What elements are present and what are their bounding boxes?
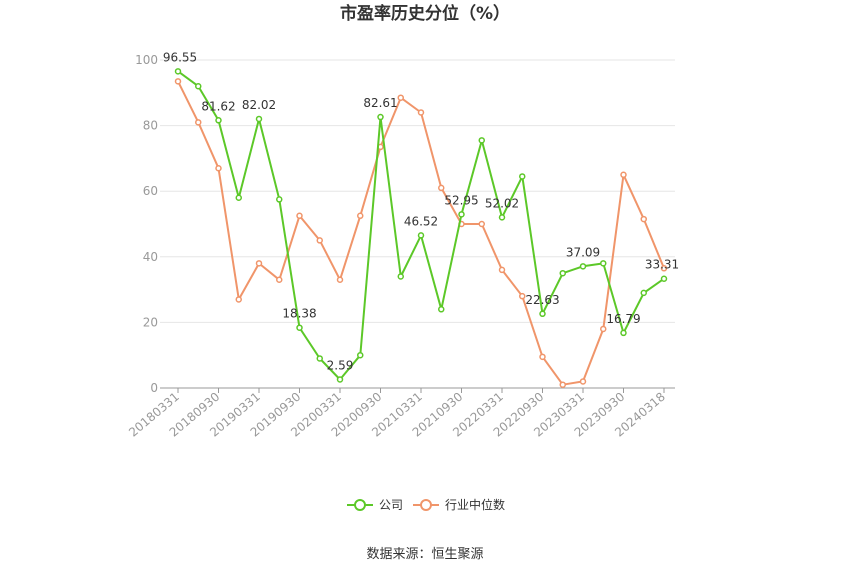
- data-label: 46.52: [404, 214, 438, 228]
- series-1-point[interactable]: [397, 94, 404, 101]
- y-tick-label: 100: [135, 53, 158, 67]
- data-label: 52.95: [444, 193, 478, 207]
- data-label: 2.59: [327, 359, 354, 373]
- legend-company-label: 公司: [379, 498, 403, 512]
- series-0-point[interactable]: [357, 351, 364, 359]
- series-0-point[interactable]: [620, 329, 627, 337]
- series-0-point[interactable]: [316, 355, 323, 362]
- data-label: 22.63: [525, 293, 559, 307]
- series-1-point[interactable]: [519, 292, 526, 300]
- series-1-point[interactable]: [255, 260, 263, 267]
- data-label: 96.55: [163, 50, 197, 64]
- series-1-point[interactable]: [276, 276, 283, 284]
- data-label: 82.61: [363, 96, 397, 110]
- series-1-point[interactable]: [600, 325, 607, 333]
- series-1-point[interactable]: [357, 212, 364, 220]
- series-0-point[interactable]: [235, 194, 242, 202]
- y-tick-label: 0: [150, 381, 158, 395]
- data-label: 18.38: [282, 307, 316, 321]
- series-1-point[interactable]: [620, 171, 627, 179]
- series-1-point[interactable]: [579, 378, 587, 385]
- series-0-point[interactable]: [276, 196, 283, 203]
- chart-title: 市盈率历史分位（%）: [340, 3, 510, 24]
- series-0-point[interactable]: [458, 211, 465, 218]
- series-0-point[interactable]: [397, 273, 404, 280]
- legend-company-marker-icon: [354, 499, 366, 511]
- series-0-point[interactable]: [195, 82, 202, 90]
- series-1-point[interactable]: [336, 276, 344, 284]
- series-0-point[interactable]: [579, 263, 587, 270]
- legend-item-company[interactable]: 公司: [347, 498, 403, 512]
- gridlines: [160, 59, 675, 323]
- series-1-point[interactable]: [640, 215, 647, 223]
- series-0-point[interactable]: [519, 173, 526, 180]
- data-source: 数据来源：恒生聚源: [366, 547, 483, 562]
- series-1-point[interactable]: [559, 381, 566, 388]
- x-axis: 2018033120180930201903312019093020200331…: [126, 387, 675, 440]
- y-tick-label: 80: [143, 119, 158, 133]
- series-1-point[interactable]: [417, 109, 425, 116]
- series-1-point[interactable]: [296, 212, 303, 220]
- series-1-point[interactable]: [498, 266, 506, 274]
- series-0-point[interactable]: [215, 117, 222, 124]
- series-0-point[interactable]: [640, 289, 647, 297]
- data-label: 81.62: [201, 99, 235, 113]
- series-1-point[interactable]: [660, 265, 668, 272]
- legend-industry-marker-icon: [420, 499, 432, 511]
- data-label: 16.79: [606, 312, 640, 326]
- series-1-point[interactable]: [174, 78, 182, 85]
- series-0-point[interactable]: [498, 214, 506, 221]
- series-0-point[interactable]: [660, 275, 668, 282]
- data-label: 52.02: [485, 196, 519, 210]
- series-1-point[interactable]: [215, 164, 222, 172]
- data-label: 82.02: [242, 98, 276, 112]
- y-tick-label: 40: [143, 250, 158, 264]
- series-1-point[interactable]: [195, 119, 202, 126]
- legend-industry-label: 行业中位数: [445, 497, 505, 512]
- series-0-point[interactable]: [377, 113, 384, 121]
- series-1-point[interactable]: [438, 184, 445, 192]
- legend-item-industry-median[interactable]: 行业中位数: [413, 497, 505, 512]
- data-label: 33.31: [645, 258, 679, 272]
- series-0-point[interactable]: [336, 376, 344, 383]
- series-0-point[interactable]: [174, 68, 182, 75]
- data-labels: 96.55 81.62 82.02 18.38 2.59 82.61 46.52 52.95 5…: [163, 50, 679, 372]
- series-group: [174, 68, 668, 388]
- y-tick-label: 60: [143, 184, 158, 198]
- series-0-point[interactable]: [559, 269, 566, 277]
- series-0-point[interactable]: [255, 115, 263, 123]
- series-0-point[interactable]: [478, 137, 485, 144]
- y-axis: 0 20 40 60 80 100: [135, 53, 158, 395]
- series-1-point[interactable]: [235, 296, 242, 303]
- series-0-point[interactable]: [600, 260, 607, 267]
- series-0-point[interactable]: [296, 324, 303, 331]
- series-0-point[interactable]: [438, 306, 445, 313]
- series-1-point[interactable]: [478, 220, 485, 228]
- legend[interactable]: 公司 行业中位数: [347, 497, 505, 512]
- data-label: 37.09: [566, 245, 600, 259]
- series-0-point[interactable]: [417, 232, 425, 239]
- y-tick-label: 20: [143, 315, 158, 329]
- series-1-point[interactable]: [539, 353, 546, 361]
- series-0-point[interactable]: [539, 310, 546, 318]
- series-1-point[interactable]: [316, 237, 323, 244]
